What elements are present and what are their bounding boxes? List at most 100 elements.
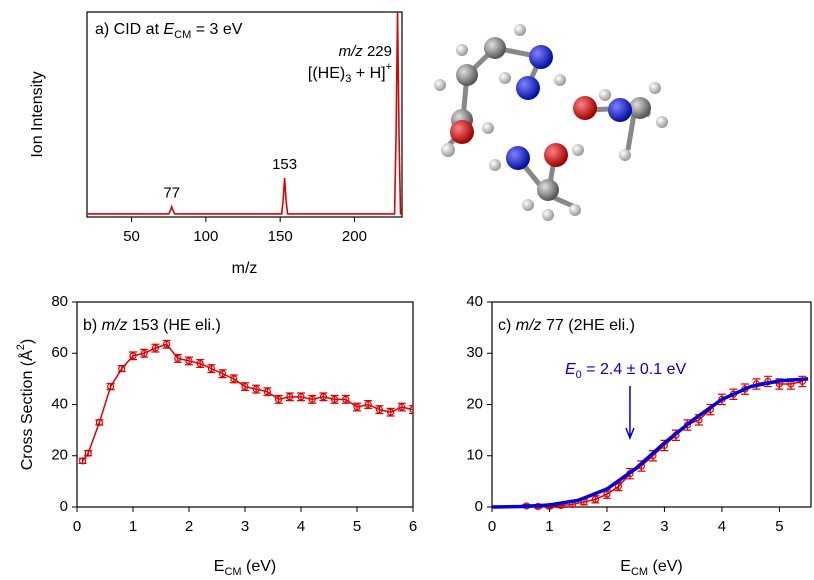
data-point bbox=[230, 375, 238, 383]
x-tick-label: 6 bbox=[409, 518, 417, 535]
peak-annotation-part: 229 bbox=[363, 43, 392, 60]
data-point bbox=[95, 418, 104, 427]
panel-label: c) m/z 77 (2HE eli.) bbox=[498, 317, 635, 334]
y-tick-label: 80 bbox=[51, 293, 68, 310]
x-axis-label-part: E bbox=[620, 558, 631, 575]
x-tick-label: 2 bbox=[185, 518, 193, 535]
x-tick-label: 100 bbox=[193, 228, 218, 245]
data-point bbox=[409, 406, 413, 414]
peak-annotation-part: 3 bbox=[345, 73, 351, 85]
chart-title-part: CM bbox=[174, 29, 191, 41]
x-tick-label: 4 bbox=[718, 518, 726, 535]
data-point bbox=[614, 482, 623, 491]
data-point bbox=[241, 382, 249, 391]
x-axis-label-part: E bbox=[214, 558, 225, 575]
panel-label-part: c) bbox=[498, 317, 516, 334]
threshold-label-part: 0 bbox=[576, 369, 582, 381]
peak-label: 77 bbox=[163, 185, 180, 202]
x-tick-label: 5 bbox=[775, 518, 783, 535]
data-point bbox=[207, 365, 215, 373]
data-point bbox=[387, 408, 395, 416]
y-tick-label: 40 bbox=[466, 293, 483, 310]
data-point bbox=[129, 352, 137, 360]
y-tick-label: 40 bbox=[51, 395, 68, 412]
panel-label: b) m/z 153 (HE eli.) bbox=[83, 317, 221, 334]
threshold-label-part: E bbox=[565, 361, 576, 378]
data-point bbox=[398, 403, 406, 411]
series-line bbox=[81, 343, 413, 462]
y-tick-label: 60 bbox=[51, 344, 68, 361]
data-point bbox=[151, 344, 159, 352]
y-tick-label: 10 bbox=[466, 447, 483, 464]
x-tick-label: 4 bbox=[297, 518, 305, 535]
threshold-label: E0 = 2.4 ± 0.1 eV bbox=[565, 361, 687, 381]
x-axis-label-part: (eV) bbox=[242, 558, 277, 575]
plot-frame bbox=[86, 11, 403, 218]
data-point bbox=[275, 395, 283, 403]
y-axis-label-part: Cross Section (Å bbox=[17, 350, 36, 470]
y-axis-label: Cross Section (Å2) bbox=[15, 339, 36, 471]
data-point bbox=[106, 382, 115, 391]
spectrum-line bbox=[87, 11, 402, 215]
x-axis-label: ECM (eV) bbox=[620, 558, 682, 578]
y-axis-label-part: 2 bbox=[15, 344, 27, 350]
chart-title: a) CID at ECM = 3 eV bbox=[95, 21, 243, 41]
data-point bbox=[118, 365, 126, 373]
y-tick-label: 0 bbox=[475, 498, 483, 515]
x-axis-label: m/z bbox=[232, 260, 258, 277]
data-point bbox=[140, 349, 148, 357]
data-point bbox=[591, 495, 600, 503]
panel-label-part: b) bbox=[83, 317, 102, 334]
peak-annotation-part: [(HE) bbox=[308, 65, 345, 82]
x-tick-label: 1 bbox=[129, 518, 137, 535]
threshold-label-part: = 2.4 ± 0.1 eV bbox=[582, 361, 687, 378]
data-point bbox=[84, 449, 92, 457]
data-point bbox=[364, 400, 372, 409]
plot-area bbox=[492, 375, 809, 511]
panel-label-part: 77 (2HE eli.) bbox=[542, 317, 635, 334]
peak-annotation: m/z 229 bbox=[339, 43, 392, 60]
data-point bbox=[174, 354, 182, 362]
series-line bbox=[492, 377, 809, 509]
molecule bbox=[434, 24, 668, 221]
y-tick-label: 20 bbox=[466, 395, 483, 412]
x-tick-label: 200 bbox=[342, 228, 367, 245]
x-tick-label: 1 bbox=[545, 518, 553, 535]
x-tick-label: 3 bbox=[241, 518, 249, 535]
x-axis-label-part: CM bbox=[224, 566, 241, 578]
threshold-arrow bbox=[625, 386, 635, 441]
x-tick-label: 150 bbox=[268, 228, 293, 245]
x-tick-label: 5 bbox=[353, 518, 361, 535]
y-tick-label: 20 bbox=[51, 447, 68, 464]
data-point bbox=[319, 393, 327, 401]
peak-annotation: [(HE)3 + H]+ bbox=[308, 61, 392, 85]
y-axis-label: Ion Intensity bbox=[29, 71, 46, 157]
data-point bbox=[263, 388, 271, 396]
peak-annotation-part: + H] bbox=[351, 65, 385, 82]
chart-title-part: = 3 eV bbox=[191, 21, 242, 38]
data-point bbox=[308, 395, 316, 403]
chart-title-part: a) CID at bbox=[95, 21, 163, 38]
x-axis-label-part: CM bbox=[631, 566, 648, 578]
x-axis-label-part: (eV) bbox=[648, 558, 683, 575]
data-point bbox=[331, 395, 339, 403]
data-point bbox=[163, 340, 171, 348]
peak-label: 153 bbox=[272, 156, 297, 173]
x-tick-label: 2 bbox=[603, 518, 611, 535]
data-point bbox=[185, 357, 193, 365]
panel-label-part: m/z bbox=[516, 317, 542, 334]
peak-annotation-part: m/z bbox=[339, 43, 364, 60]
x-tick-label: 0 bbox=[488, 518, 496, 535]
y-axis-label-part: ) bbox=[19, 339, 36, 344]
data-point bbox=[252, 385, 260, 393]
data-point bbox=[342, 395, 350, 403]
y-tick-label: 30 bbox=[466, 344, 483, 361]
data-point bbox=[375, 406, 383, 414]
peak-annotation-part: + bbox=[386, 61, 392, 73]
data-point bbox=[219, 370, 227, 378]
chart-title-part: E bbox=[163, 21, 174, 38]
error-bar bbox=[409, 405, 413, 415]
plot-area bbox=[78, 339, 413, 465]
data-point bbox=[353, 403, 361, 411]
